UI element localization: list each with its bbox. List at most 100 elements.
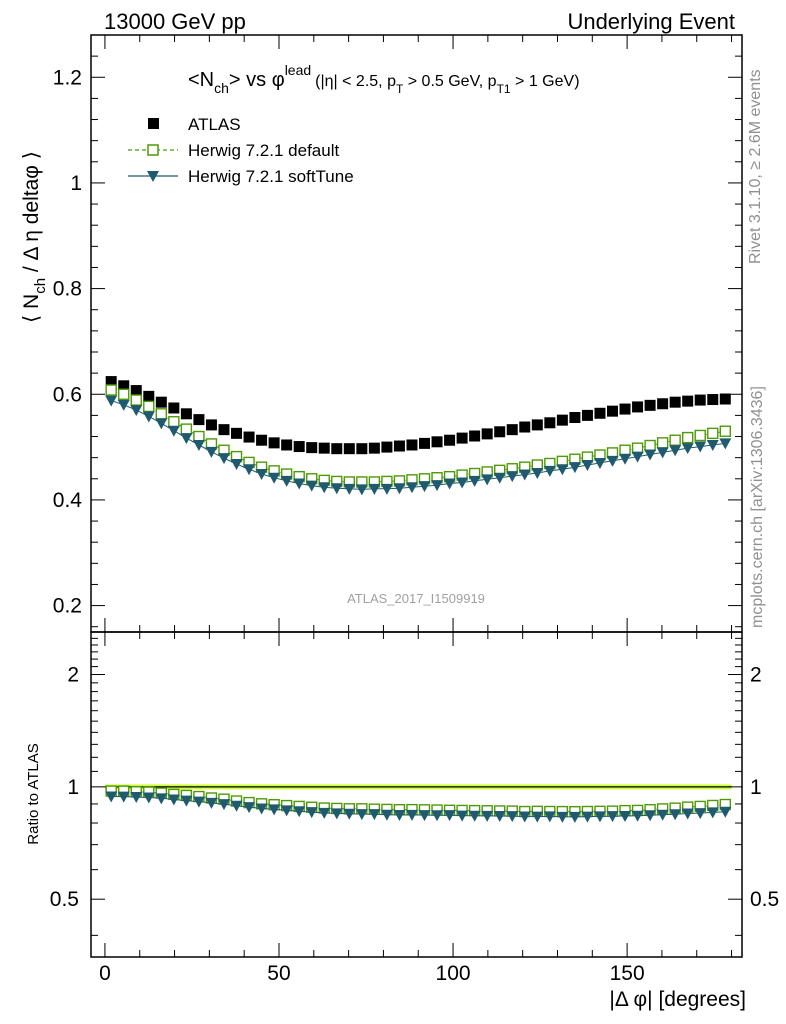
data-point-herwig-softtune [619, 810, 632, 822]
data-point-atlas [569, 412, 581, 424]
data-point-herwig-softtune [105, 791, 118, 803]
data-point-herwig-softtune [468, 475, 481, 487]
x-tick-label: 0 [99, 962, 111, 985]
data-point-herwig-softtune [105, 395, 118, 407]
data-point-herwig-softtune [631, 451, 644, 463]
header-right: Underlying Event [567, 9, 735, 34]
data-point-herwig-softtune [669, 445, 682, 457]
data-point-herwig-default [694, 429, 706, 442]
data-point-herwig-softtune [431, 810, 444, 822]
data-point-herwig-softtune [719, 806, 732, 818]
data-point-herwig-softtune [531, 467, 544, 479]
data-point-herwig-softtune [694, 441, 707, 453]
legend-marker-atlas [148, 118, 159, 129]
data-point-herwig-softtune [142, 411, 155, 423]
data-point-herwig-softtune [593, 457, 606, 469]
legend-label-atlas: ATLAS [188, 115, 241, 134]
data-point-herwig-softtune [217, 453, 230, 465]
data-point-herwig-softtune [293, 806, 306, 818]
data-point-herwig-softtune [192, 439, 205, 451]
data-point-herwig-softtune [518, 811, 531, 823]
data-point-herwig-default [143, 400, 155, 413]
data-point-atlas [356, 443, 368, 455]
data-point-atlas [393, 440, 405, 452]
ratio-y-axis-label: Ratio to ATLAS [25, 743, 42, 844]
data-point-herwig-softtune [456, 477, 469, 489]
data-point-herwig-default [669, 434, 681, 446]
data-point-atlas [531, 419, 543, 431]
data-point-atlas [594, 407, 606, 419]
data-point-herwig-softtune [506, 811, 519, 823]
legend-label-herwig-softtune: Herwig 7.2.1 softTune [188, 167, 354, 186]
data-point-herwig-softtune [543, 811, 556, 823]
data-point-herwig-softtune [719, 438, 732, 450]
data-point-herwig-softtune [443, 810, 456, 822]
data-point-herwig-softtune [355, 484, 368, 496]
data-point-herwig-softtune [130, 405, 143, 417]
data-point-herwig-softtune [167, 794, 180, 806]
data-point-atlas [469, 430, 481, 442]
data-point-atlas [606, 405, 618, 417]
data-point-herwig-default [719, 425, 731, 437]
data-point-atlas [180, 408, 192, 420]
data-point-atlas [130, 385, 142, 397]
mcplots-label: mcplots.cern.ch [arXiv:1306.3436] [749, 386, 766, 628]
y-tick-label: 0.6 [53, 383, 82, 406]
data-point-herwig-softtune [431, 480, 444, 492]
data-point-herwig-softtune [531, 811, 544, 823]
data-point-atlas [506, 424, 518, 436]
data-point-atlas [268, 437, 280, 449]
data-point-herwig-softtune [468, 810, 481, 822]
data-point-herwig-softtune [205, 797, 218, 809]
data-point-herwig-softtune [142, 792, 155, 804]
legend-item-herwig-default: Herwig 7.2.1 default [128, 141, 339, 160]
data-point-herwig-softtune [117, 791, 130, 803]
data-point-atlas [419, 437, 431, 449]
data-point-herwig-softtune [255, 469, 268, 481]
data-point-herwig-default [681, 431, 694, 444]
data-point-herwig-softtune [493, 810, 506, 822]
data-point-herwig-softtune [606, 811, 619, 823]
data-point-atlas [331, 443, 343, 455]
y-tick-label: 1 [70, 172, 82, 195]
y-tick-label: 0.4 [53, 489, 83, 512]
data-point-atlas [318, 442, 330, 454]
data-point-herwig-softtune [568, 462, 581, 474]
data-point-herwig-softtune [556, 464, 569, 476]
data-point-herwig-softtune [543, 465, 556, 477]
data-point-herwig-softtune [644, 449, 657, 461]
data-point-atlas [644, 399, 656, 411]
data-point-atlas [168, 402, 180, 414]
data-point-atlas [281, 439, 293, 451]
data-point-herwig-softtune [443, 478, 456, 490]
data-point-herwig-softtune [368, 483, 381, 495]
data-point-atlas [368, 442, 380, 454]
data-point-herwig-softtune [293, 478, 306, 490]
data-point-atlas [306, 442, 318, 454]
data-point-atlas [632, 401, 644, 413]
data-point-herwig-softtune [380, 809, 393, 821]
legend: ATLAS Herwig 7.2.1 default Herwig 7.2.1 … [128, 115, 354, 186]
data-point-atlas [381, 441, 393, 453]
data-point-atlas [143, 390, 155, 402]
data-point-herwig-softtune [706, 439, 719, 451]
legend-marker-herwig-softtune [147, 171, 159, 182]
data-point-atlas [444, 434, 456, 446]
data-point-herwig-softtune [243, 464, 256, 476]
data-point-atlas [707, 394, 719, 406]
data-point-herwig-softtune [581, 811, 594, 823]
data-point-herwig-softtune [130, 792, 143, 804]
data-point-herwig-softtune [155, 418, 168, 430]
data-point-herwig-softtune [155, 793, 168, 805]
data-point-herwig-softtune [506, 471, 519, 483]
legend-item-herwig-softtune: Herwig 7.2.1 softTune [128, 167, 354, 186]
data-point-herwig-softtune [180, 433, 193, 445]
data-point-herwig-softtune [330, 483, 343, 495]
y-axis-label: ⟨ Nch / Δ η deltaφ ⟩ [20, 151, 49, 323]
data-point-herwig-softtune [606, 455, 619, 467]
x-tick-label: 100 [436, 962, 471, 985]
ratio-reference-band [104, 784, 732, 790]
data-point-herwig-softtune [681, 808, 694, 820]
data-point-herwig-default [644, 439, 656, 452]
data-point-atlas [256, 434, 268, 446]
